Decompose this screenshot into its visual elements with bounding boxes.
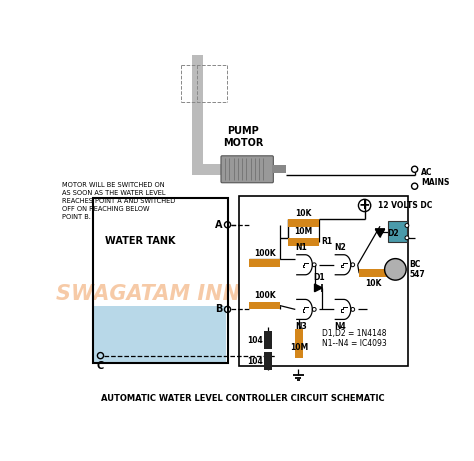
FancyBboxPatch shape (221, 156, 273, 183)
Text: 10K: 10K (365, 278, 381, 288)
Bar (249, 260, 280, 267)
Bar (388, 221, 407, 242)
Bar (239, 196, 409, 366)
Bar (288, 219, 319, 227)
Polygon shape (297, 299, 312, 319)
Circle shape (384, 259, 406, 280)
Text: 104: 104 (247, 336, 263, 345)
Text: 100K: 100K (254, 291, 275, 300)
Bar (264, 352, 272, 370)
Text: N1: N1 (296, 243, 307, 253)
Text: B: B (215, 304, 222, 314)
Text: AC
MAINS: AC MAINS (421, 168, 449, 188)
Text: D1: D1 (313, 273, 325, 282)
Text: MOTOR WILL BE SWITCHED ON
AS SOON AS THE WATER LEVEL
REACHES POINT A AND SWITCHE: MOTOR WILL BE SWITCHED ON AS SOON AS THE… (62, 183, 175, 220)
Bar (264, 331, 272, 349)
Text: SWAGATAM INNOVATIONS: SWAGATAM INNOVATIONS (55, 284, 358, 304)
Text: D1,D2 = 1N4148: D1,D2 = 1N4148 (322, 329, 387, 337)
Bar (192, 55, 203, 175)
Text: 10M: 10M (295, 227, 313, 236)
Text: +: + (359, 199, 370, 213)
Text: D2: D2 (388, 230, 399, 238)
Text: N2: N2 (334, 243, 346, 253)
Text: 10K: 10K (296, 209, 312, 218)
Text: 100K: 100K (254, 249, 275, 258)
Circle shape (405, 224, 409, 227)
Polygon shape (335, 255, 351, 275)
Bar (93, 198, 228, 363)
Text: N4: N4 (334, 322, 346, 331)
Bar (94, 306, 226, 362)
Bar (359, 269, 387, 277)
Text: 10M: 10M (290, 343, 308, 352)
Text: WATER TANK: WATER TANK (105, 236, 175, 246)
Text: BC
547: BC 547 (409, 260, 425, 279)
Polygon shape (315, 284, 322, 292)
Text: C: C (97, 361, 104, 371)
Circle shape (405, 236, 409, 240)
Bar (249, 301, 280, 309)
Polygon shape (335, 299, 351, 319)
Bar (288, 238, 319, 246)
Text: N1--N4 = IC4093: N1--N4 = IC4093 (322, 339, 387, 348)
Text: AUTOMATIC WATER LEVEL CONTROLLER CIRCUIT SCHEMATIC: AUTOMATIC WATER LEVEL CONTROLLER CIRCUIT… (101, 394, 385, 402)
Text: 104: 104 (247, 356, 263, 366)
Bar (295, 329, 303, 358)
Text: 12 VOLTS DC: 12 VOLTS DC (378, 201, 433, 210)
Bar (272, 165, 286, 173)
Text: R1: R1 (321, 237, 333, 246)
Polygon shape (375, 229, 384, 237)
Text: PUMP
MOTOR: PUMP MOTOR (223, 126, 263, 148)
Polygon shape (297, 255, 312, 275)
Text: A: A (215, 220, 222, 230)
Bar (203, 164, 222, 175)
Text: N3: N3 (296, 322, 307, 331)
